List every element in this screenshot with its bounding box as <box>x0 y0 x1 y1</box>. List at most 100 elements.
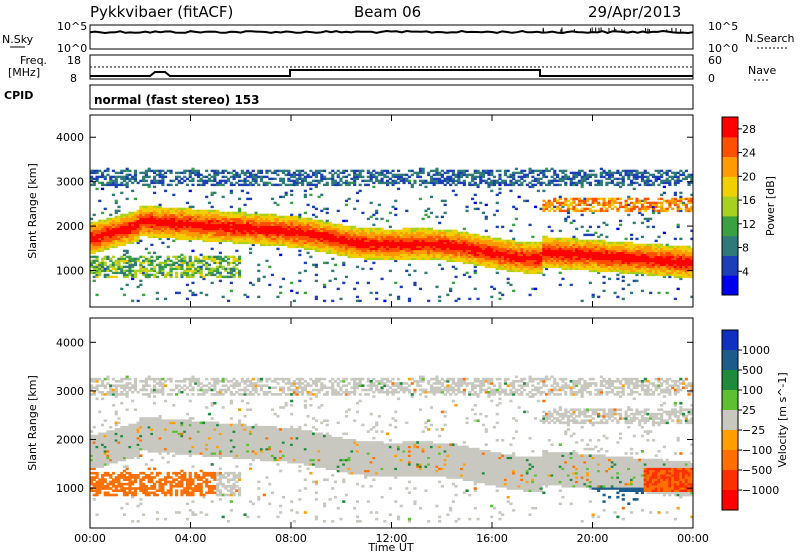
power-cell <box>243 171 247 175</box>
power-cell <box>312 243 316 247</box>
power-cell <box>262 225 266 229</box>
power-cell <box>249 233 253 237</box>
power-cell <box>262 227 266 231</box>
power-cell <box>221 267 225 271</box>
power-cell <box>202 217 206 221</box>
power-cell <box>616 201 620 205</box>
power-cell <box>136 239 140 243</box>
power-cell <box>375 211 379 215</box>
power-cell <box>534 269 538 273</box>
power-cell <box>473 201 477 205</box>
power-cell <box>355 191 360 195</box>
power-cell <box>391 183 395 187</box>
power-cell <box>429 181 434 185</box>
power-cell <box>128 233 132 237</box>
power-cell <box>161 223 165 227</box>
power-cell <box>454 233 458 237</box>
power-cell <box>416 249 420 253</box>
power-cell <box>369 171 373 175</box>
power-cell <box>545 201 549 205</box>
power-cell <box>139 267 143 271</box>
power-cell <box>476 207 480 211</box>
power-cell <box>418 227 423 231</box>
power-cell <box>295 227 299 231</box>
power-cell <box>528 245 532 249</box>
power-cell <box>314 223 318 227</box>
power-cell <box>238 229 242 233</box>
power-cell <box>344 237 349 241</box>
power-cell <box>306 219 310 223</box>
power-cell <box>410 239 414 243</box>
power-cell <box>172 221 176 225</box>
power-cell <box>290 201 294 205</box>
power-cell <box>476 257 480 261</box>
power-cell <box>372 181 376 185</box>
power-cell <box>454 239 458 243</box>
power-cell <box>427 181 431 185</box>
power-cell <box>386 219 390 223</box>
power-cell <box>424 257 428 261</box>
power-cell <box>462 169 466 173</box>
power-cell <box>342 245 346 249</box>
power-cell <box>243 215 247 219</box>
power-cell <box>122 177 127 181</box>
power-cell <box>273 243 277 247</box>
power-cell <box>290 241 294 245</box>
power-cell <box>95 239 99 243</box>
power-cell <box>331 229 335 233</box>
power-cell <box>473 243 477 247</box>
power-cell <box>155 181 159 185</box>
power-cell <box>98 223 102 227</box>
power-cell <box>531 249 535 253</box>
power-cell <box>350 255 354 259</box>
power-cell <box>364 231 368 235</box>
power-cell <box>287 171 291 175</box>
power-cell <box>150 179 154 183</box>
power-cell <box>227 221 231 225</box>
power-cell <box>227 217 231 221</box>
power-cell <box>224 229 228 233</box>
power-cell <box>240 169 244 173</box>
power-cell <box>136 229 140 233</box>
power-cell <box>487 169 491 173</box>
power-cell <box>355 295 360 299</box>
power-cell <box>435 243 439 247</box>
power-cell <box>298 173 302 177</box>
power-cell <box>92 171 96 175</box>
power-cell <box>249 241 253 245</box>
power-cell <box>254 217 258 221</box>
power-cell <box>320 173 324 177</box>
power-cell <box>196 213 201 217</box>
power-cell <box>92 259 96 263</box>
power-cell <box>342 231 346 235</box>
power-cell <box>150 231 154 235</box>
power-cell <box>438 231 442 235</box>
power-cell <box>416 251 420 255</box>
power-cell <box>454 179 458 183</box>
power-cell <box>487 181 491 185</box>
power-cell <box>517 241 521 245</box>
power-cell <box>210 239 214 243</box>
power-cell <box>350 233 354 237</box>
power-cell <box>298 231 302 235</box>
power-cell <box>196 219 201 223</box>
power-cell <box>92 169 96 173</box>
power-cell <box>342 227 346 231</box>
power-cell <box>468 183 472 187</box>
power-cell <box>462 259 466 263</box>
power-cell <box>336 287 340 291</box>
power-cell <box>251 213 255 217</box>
power-cell <box>117 239 121 243</box>
power-cell <box>279 291 283 295</box>
power-cell <box>534 243 538 247</box>
power-cell <box>506 255 510 259</box>
power-cell <box>158 237 162 241</box>
power-cell <box>380 229 384 233</box>
power-cell <box>471 179 475 183</box>
power-cell <box>432 179 436 183</box>
power-cell <box>391 233 395 237</box>
power-cell <box>265 221 269 225</box>
power-cell <box>144 207 148 211</box>
power-cell <box>136 241 140 245</box>
power-cell <box>435 231 439 235</box>
